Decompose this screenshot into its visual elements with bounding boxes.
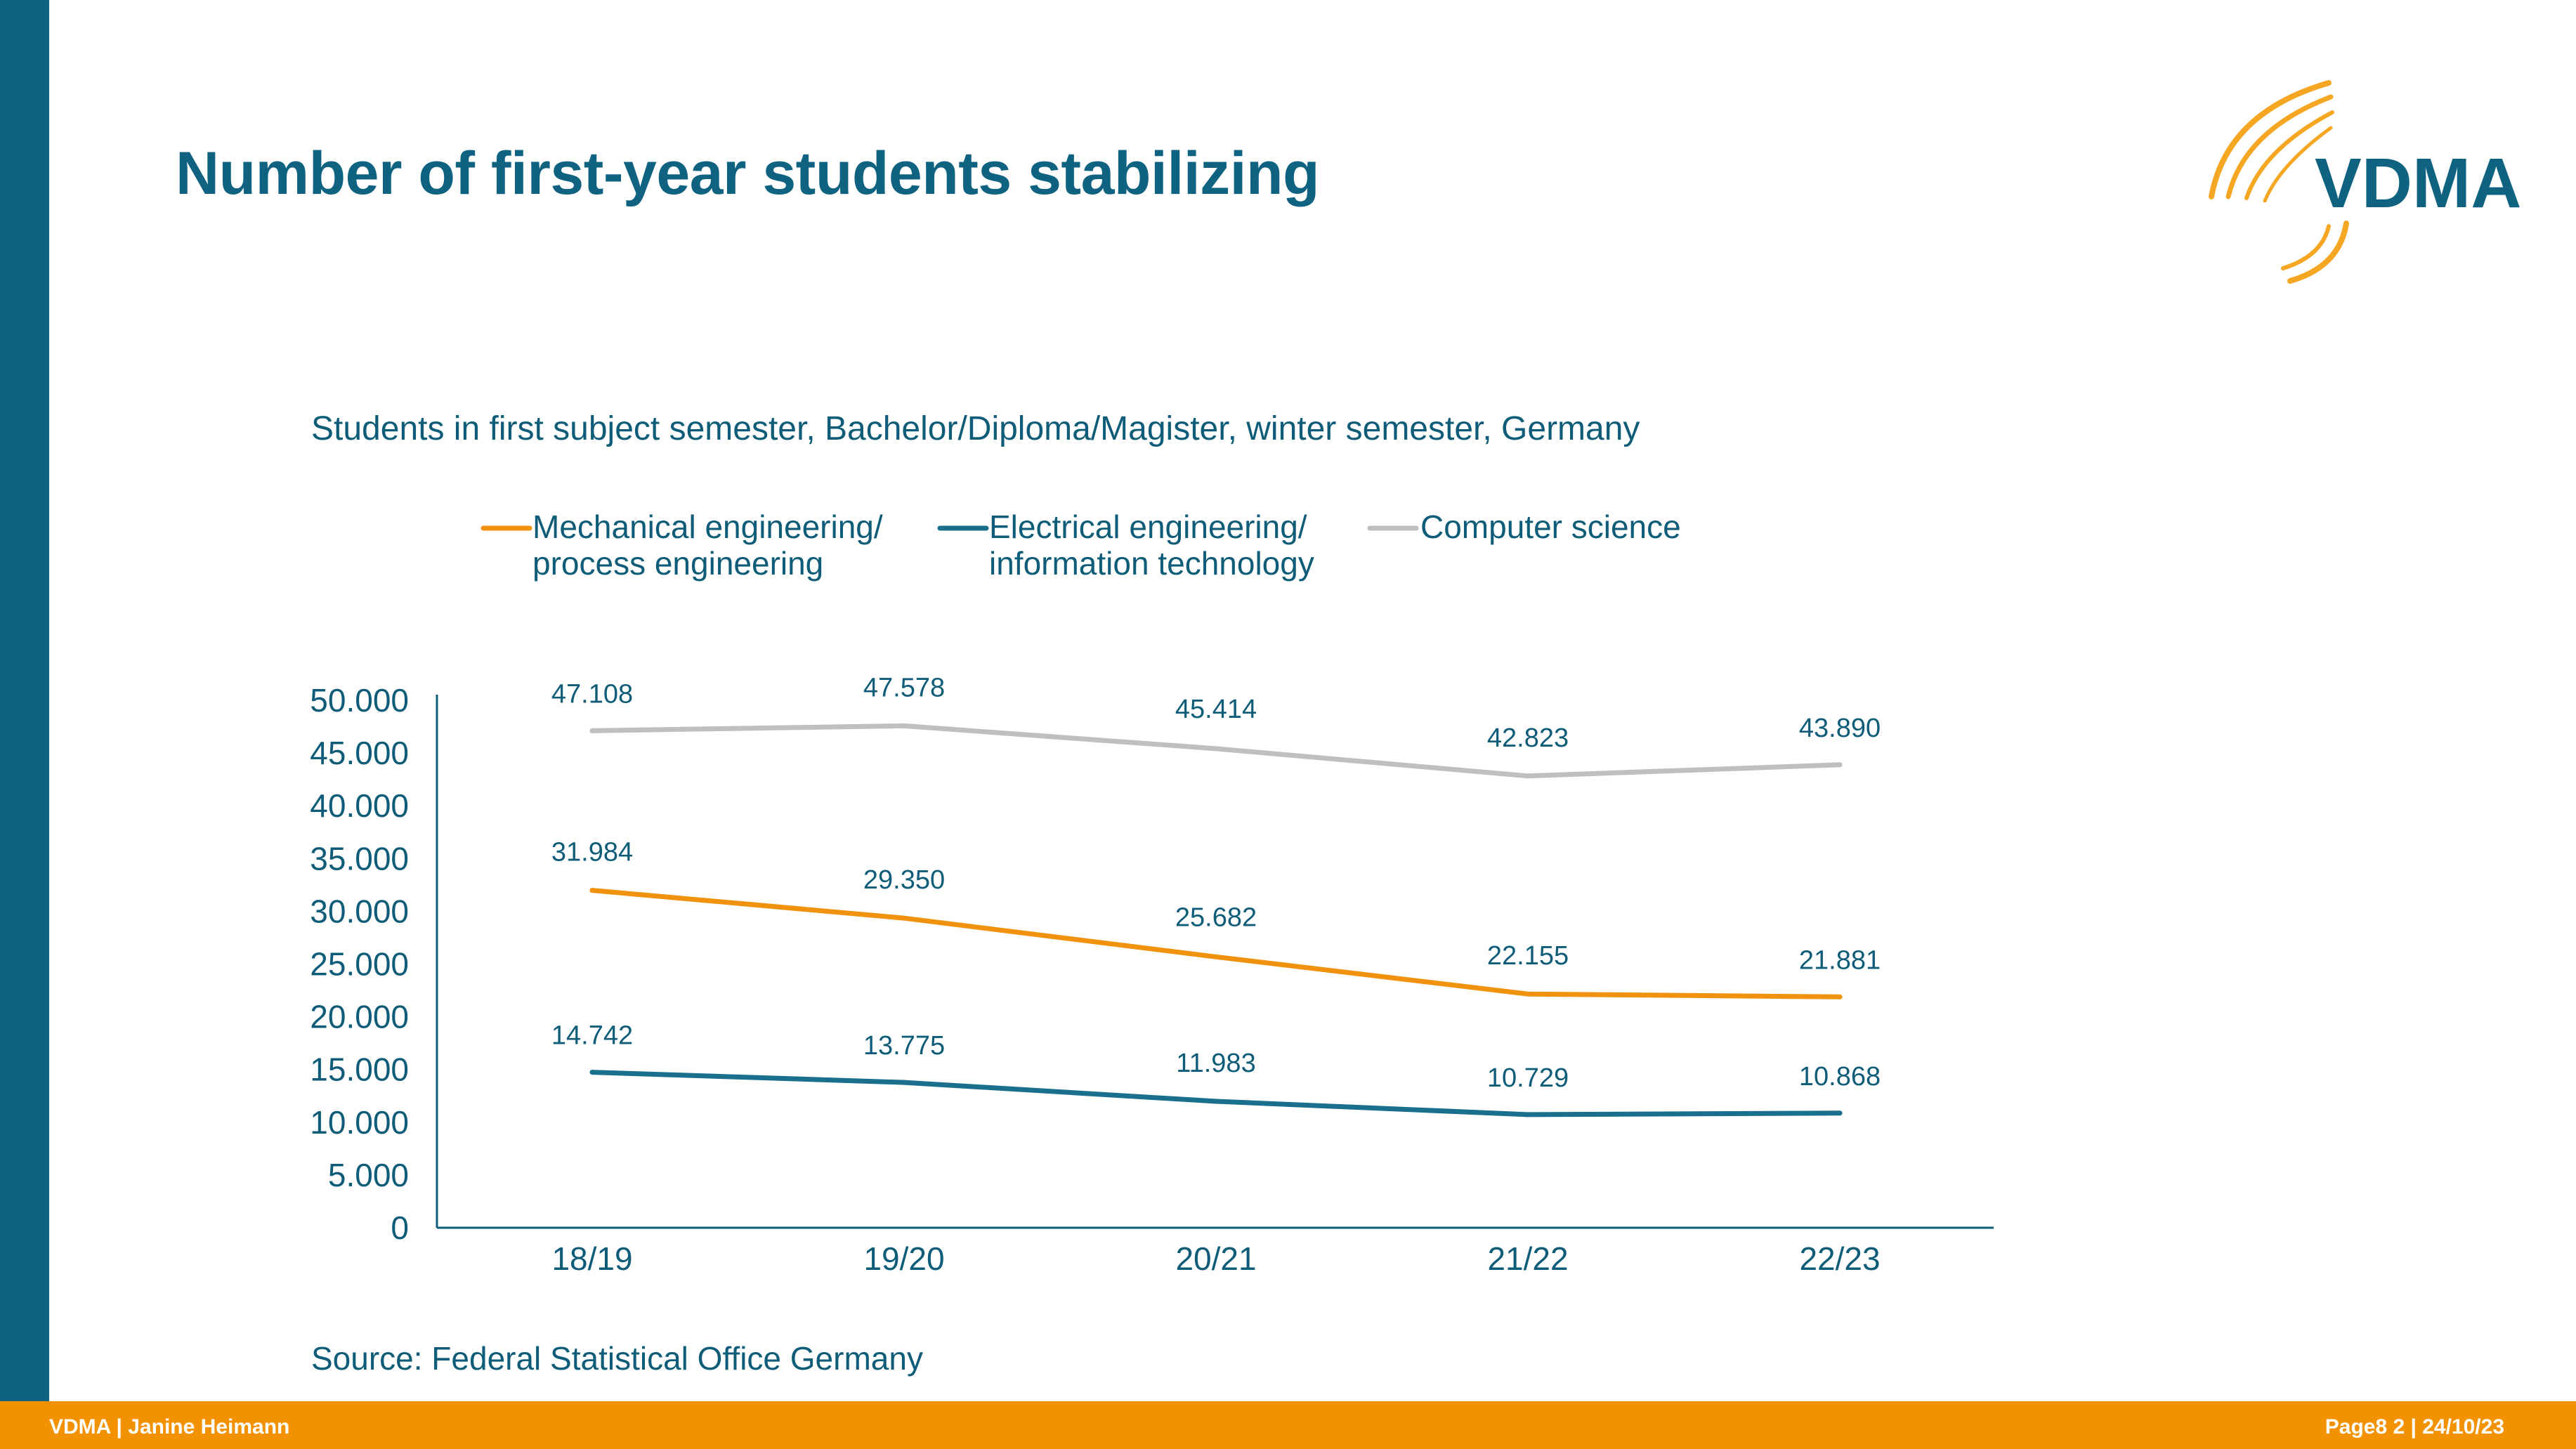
footer-page-date: Page8 2 | 24/10/23 bbox=[2325, 1415, 2504, 1438]
y-tick-label: 10.000 bbox=[310, 1104, 409, 1141]
data-label-mechanical: 22.155 bbox=[1487, 941, 1569, 971]
data-label-computer: 47.578 bbox=[863, 673, 945, 702]
chart-title: Students in first subject semester, Bach… bbox=[311, 410, 1640, 447]
data-label-electrical: 10.868 bbox=[1799, 1062, 1881, 1091]
y-tick-label: 25.000 bbox=[310, 946, 409, 983]
data-point-mechanical bbox=[589, 888, 595, 893]
legend-label-electrical: Electrical engineering/ bbox=[989, 509, 1307, 545]
legend-item-mechanical: Mechanical engineering/process engineeri… bbox=[480, 509, 883, 582]
data-point-computer bbox=[1525, 773, 1531, 779]
legend-label-mechanical: Mechanical engineering/ bbox=[532, 509, 883, 545]
data-label-mechanical: 31.984 bbox=[551, 838, 633, 867]
y-tick-label: 20.000 bbox=[310, 999, 409, 1035]
brand-side-bar bbox=[0, 0, 49, 1401]
data-label-mechanical: 25.682 bbox=[1175, 903, 1257, 932]
vdma-logo: VDMA bbox=[2209, 80, 2521, 284]
chart-legend: Mechanical engineering/process engineeri… bbox=[480, 509, 1681, 582]
data-label-computer: 47.108 bbox=[551, 679, 633, 709]
y-axis: 0 5.000 10.000 15.000 20.000 25.000 30.000 35.0… bbox=[310, 682, 438, 1246]
data-point-electrical bbox=[589, 1070, 595, 1075]
data-point-mechanical bbox=[1837, 994, 1843, 999]
data-labels: 31.984 29.350 25.682 22.155 21.881 14.742 13.7… bbox=[551, 673, 1881, 1092]
data-point-electrical bbox=[901, 1080, 907, 1085]
data-point-mechanical bbox=[901, 915, 907, 921]
y-tick-label: 50.000 bbox=[310, 682, 409, 719]
data-point-electrical bbox=[1525, 1112, 1531, 1117]
legend-label-electrical-line2: information technology bbox=[989, 545, 1314, 582]
data-point-electrical bbox=[1837, 1110, 1843, 1116]
y-tick-label: 15.000 bbox=[310, 1051, 409, 1088]
x-tick-label: 21/22 bbox=[1487, 1240, 1568, 1277]
data-label-electrical: 14.742 bbox=[551, 1021, 633, 1051]
x-tick-label: 20/21 bbox=[1175, 1240, 1256, 1277]
data-point-computer bbox=[1213, 746, 1219, 752]
data-point-mechanical bbox=[1213, 954, 1219, 959]
y-tick-label: 5.000 bbox=[328, 1157, 409, 1193]
x-axis: 18/19 19/20 20/21 21/22 22/23 bbox=[437, 1226, 1994, 1277]
x-tick-label: 22/23 bbox=[1799, 1240, 1880, 1277]
y-tick-label: 30.000 bbox=[310, 893, 409, 929]
data-point-computer bbox=[589, 728, 595, 733]
data-point-computer bbox=[1837, 762, 1843, 768]
y-tick-label: 40.000 bbox=[310, 787, 409, 824]
logo-swoosh-icon bbox=[2209, 80, 2349, 284]
y-tick-label: 45.000 bbox=[310, 735, 409, 771]
data-point-mechanical bbox=[1525, 991, 1531, 997]
slide-title: Number of first-year students stabilizin… bbox=[176, 140, 1320, 207]
data-label-mechanical: 21.881 bbox=[1799, 945, 1881, 975]
data-point-electrical bbox=[1213, 1099, 1219, 1104]
y-tick-label: 35.000 bbox=[310, 840, 409, 877]
series-lines bbox=[589, 723, 1843, 1117]
data-label-electrical: 13.775 bbox=[863, 1031, 945, 1061]
legend-label-computer: Computer science bbox=[1420, 509, 1681, 545]
logo-text: VDMA bbox=[2315, 144, 2521, 223]
data-label-mechanical: 29.350 bbox=[863, 865, 945, 895]
x-tick-label: 19/20 bbox=[863, 1240, 944, 1277]
legend-label-mechanical-line2: process engineering bbox=[532, 545, 823, 582]
data-label-computer: 45.414 bbox=[1175, 695, 1257, 724]
y-tick-label: 0 bbox=[391, 1209, 409, 1246]
footer-bar: VDMA | Janine Heimann Page8 2 | 24/10/23 bbox=[0, 1401, 2576, 1449]
data-label-computer: 43.890 bbox=[1799, 714, 1881, 743]
data-label-electrical: 10.729 bbox=[1487, 1063, 1569, 1093]
data-label-computer: 42.823 bbox=[1487, 723, 1569, 753]
legend-item-computer: Computer science bbox=[1367, 509, 1681, 545]
chart-source: Source: Federal Statistical Office Germa… bbox=[311, 1340, 923, 1377]
footer-author: VDMA | Janine Heimann bbox=[49, 1415, 290, 1438]
x-tick-label: 18/19 bbox=[551, 1240, 632, 1277]
data-label-electrical: 11.983 bbox=[1176, 1049, 1255, 1078]
series-line-electrical bbox=[589, 1070, 1843, 1117]
data-point-computer bbox=[901, 723, 907, 728]
legend-item-electrical: Electrical engineering/information techn… bbox=[937, 509, 1314, 582]
